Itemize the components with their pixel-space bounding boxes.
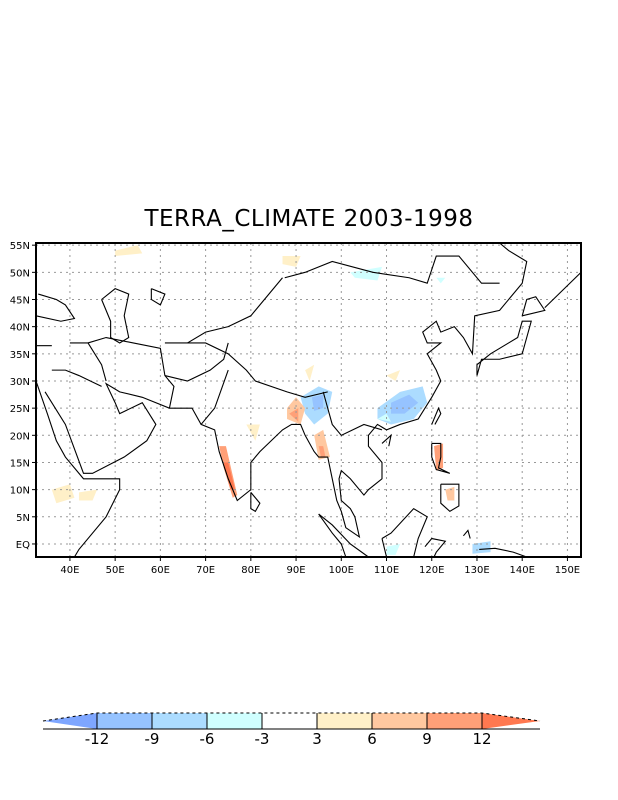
colorbar-label: -9 [145,730,160,748]
colorbar-label: 12 [472,730,491,748]
lon-label: 140E [510,565,535,576]
lon-label: 100E [329,565,354,576]
anomaly-region [436,277,446,284]
anomaly-region [350,266,382,281]
coastline [318,513,347,558]
lat-label: 15N [10,458,30,469]
coastline [284,255,500,284]
plot-title: TERRA_CLIMATE 2003-1998 [144,206,474,232]
colorbar: -12 -9 -6 -3 3 6 9 12 [42,712,541,748]
coastline [164,342,229,382]
coastline [51,369,102,387]
colorbar-label: -6 [200,730,215,748]
lat-label: 40N [10,323,30,334]
lon-label: 60E [151,565,170,576]
lon-label: 50E [106,565,125,576]
colorbar-segment [152,713,207,729]
anomaly-region [391,394,419,414]
lat-label: 20N [10,431,30,442]
coastline [87,336,175,409]
coastline [476,320,532,376]
colorbar-arrow-low [43,713,97,729]
colorbar-label: 3 [312,730,322,748]
colorbar-label: 6 [367,730,377,748]
colorbar-segment [262,713,317,729]
anomaly-region [377,413,392,422]
anomaly-region [386,543,401,555]
coastline [250,492,261,513]
anomaly-region [314,429,330,460]
coastline [187,277,283,344]
colorbar-segment [97,713,152,729]
gridlines [36,243,581,557]
coastline [381,507,428,558]
colorbar-segment [427,713,482,729]
coastline [424,537,447,558]
lat-label: 5N [16,513,30,524]
colorbar-outline [42,712,541,722]
anomaly-region [305,364,315,381]
anomaly-region [246,424,260,441]
map-frame [35,242,582,558]
lon-label: 120E [419,565,444,576]
lon-label: 110E [374,565,399,576]
coastline [381,433,392,447]
lat-label: 10N [10,486,30,497]
lon-label: 70E [196,565,215,576]
coastline [101,288,130,344]
coastline [322,391,383,436]
anomaly-region [282,256,301,267]
colorbar-arrow-high [482,713,540,729]
lat-label: 35N [10,350,30,361]
lat-label: 30N [10,377,30,388]
coastline [431,406,442,425]
anomaly-region [78,489,98,501]
colorbar-segment [207,713,262,729]
coastline [44,242,528,539]
colorbar-segment [317,713,372,729]
anomaly-region [51,484,75,504]
anomaly-region [311,394,324,411]
anomaly-region [472,541,491,554]
lon-label: 80E [241,565,260,576]
coastline [200,369,229,425]
colorbar-label: 9 [422,730,432,748]
lat-label: 25N [10,404,30,415]
coastline [462,529,471,539]
lon-label: 130E [464,565,489,576]
coastlines [35,242,582,558]
anomaly-region [445,486,455,501]
lon-label: 40E [60,565,79,576]
lon-label: 90E [287,565,306,576]
lon-label: 150E [555,565,580,576]
coastline [35,293,76,322]
coastline [479,547,527,558]
coastline [544,271,582,309]
coastline [150,288,166,306]
coastline [521,296,546,317]
colorbar-label: -12 [85,730,110,748]
colorbar-label: -3 [255,730,270,748]
coastline [35,380,121,558]
lat-label: 50N [10,268,30,279]
coastline [318,513,369,558]
colorbar-segment [372,713,427,729]
coastline [381,538,388,558]
lat-label: 55N [10,241,30,252]
coastline [164,342,328,398]
anomaly-region [386,370,401,381]
coastline [69,342,107,382]
lat-label: 45N [10,295,30,306]
axis-ticks: 55N 50N 45N 40N 35N 30N 25N 20N 15N 10N 5N EQ 40E 50E… [10,241,580,576]
coastline [440,483,460,513]
anomaly-region [318,446,326,458]
anomaly-region [223,462,236,490]
coastline [431,442,451,474]
anomaly-region [115,245,143,257]
lat-label: EQ [16,540,30,551]
